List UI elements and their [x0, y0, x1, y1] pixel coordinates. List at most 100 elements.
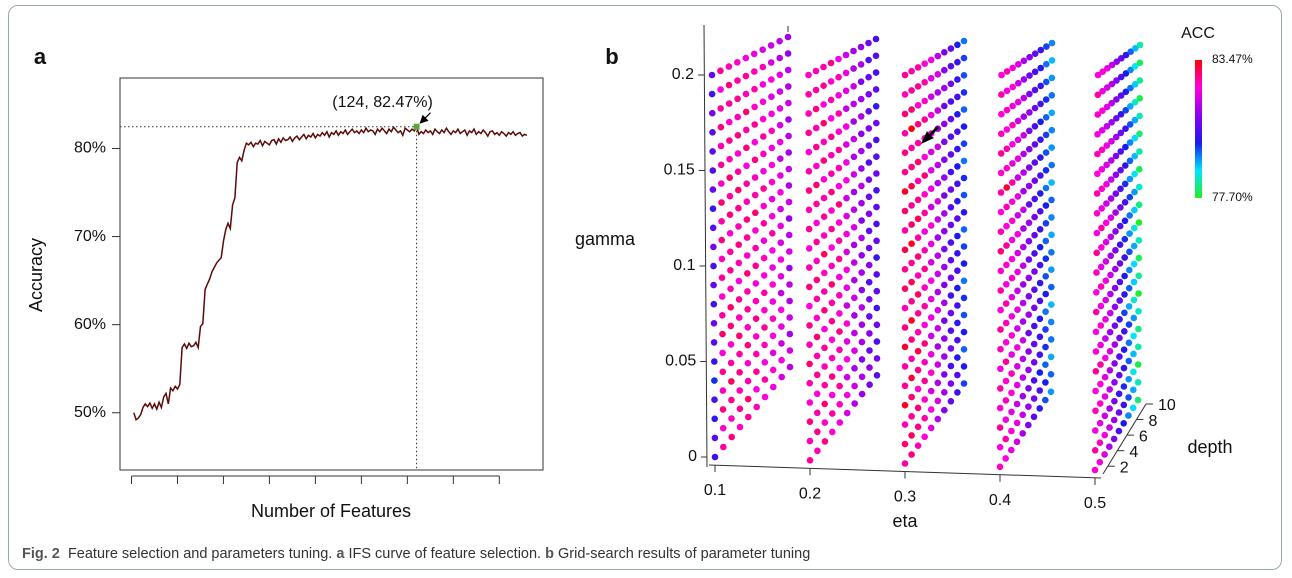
grid-point — [828, 354, 836, 362]
grid-point — [1126, 266, 1133, 274]
grid-point — [1036, 243, 1044, 251]
grid-point — [960, 380, 968, 387]
grid-point — [1130, 314, 1138, 322]
grid-point — [821, 438, 829, 445]
grid-point — [806, 437, 814, 445]
grid-point — [998, 71, 1005, 79]
grid-point — [743, 198, 751, 205]
grid-point — [954, 41, 961, 49]
grid-point — [769, 349, 777, 357]
grid-point — [1048, 283, 1055, 291]
grid-point — [851, 276, 858, 284]
grid-point — [1043, 78, 1050, 86]
grid-point — [735, 296, 743, 303]
grid-point — [1122, 143, 1129, 151]
grid-point — [1121, 199, 1129, 206]
grid-point — [785, 132, 792, 140]
grid-point — [1121, 328, 1128, 335]
grid-point — [927, 351, 935, 358]
grid-point — [941, 66, 948, 74]
grid-point — [743, 216, 751, 223]
grid-point — [947, 327, 955, 335]
grid-point — [927, 148, 935, 156]
caption-label: a — [336, 546, 345, 562]
grid-point — [711, 415, 718, 423]
grid-point — [1019, 430, 1026, 437]
grid-point — [850, 171, 858, 178]
grid-point — [736, 369, 743, 376]
grid-point — [835, 146, 843, 154]
grid-point — [857, 61, 865, 68]
grid-point — [954, 371, 961, 379]
grid-point — [1002, 358, 1010, 366]
grid-point — [813, 276, 821, 284]
grid-point — [1134, 361, 1142, 368]
z-tick-label: 4 — [1129, 444, 1138, 461]
grid-point — [776, 71, 784, 79]
grid-point — [1014, 193, 1022, 200]
grid-point — [908, 336, 915, 343]
grid-point — [785, 231, 793, 239]
grid-point — [1102, 296, 1109, 304]
grid-point — [1013, 438, 1021, 446]
grid-point — [851, 312, 858, 319]
grid-point — [1025, 237, 1033, 245]
grid-point — [858, 199, 865, 207]
grid-point — [820, 194, 828, 202]
grid-point — [711, 377, 718, 384]
grid-point — [1030, 395, 1038, 402]
grid-point — [1106, 367, 1114, 374]
grid-point — [858, 304, 866, 311]
grid-point — [814, 409, 821, 417]
grid-point — [805, 71, 812, 79]
grid-point — [709, 205, 717, 212]
grid-point — [1031, 195, 1038, 203]
grid-point — [1008, 332, 1016, 339]
grid-point — [710, 320, 718, 327]
grid-point — [806, 302, 813, 310]
grid-point — [1003, 145, 1011, 153]
grid-point — [954, 319, 961, 327]
grid-point — [865, 73, 872, 81]
grid-point — [1111, 397, 1118, 405]
grid-point — [1106, 405, 1113, 412]
grid-point — [1014, 212, 1022, 219]
grid-point — [711, 434, 719, 442]
grid-point — [857, 113, 865, 120]
grid-point — [1013, 400, 1021, 408]
grid-point — [914, 310, 922, 317]
grid-point — [843, 391, 851, 399]
grid-point — [805, 225, 813, 233]
grid-point — [921, 433, 928, 441]
grid-point — [1042, 96, 1050, 103]
grid-point — [1031, 159, 1039, 166]
caption-text: Feature selection and parameters tuning. — [67, 546, 333, 562]
grid-point — [777, 306, 785, 314]
grid-point — [1037, 46, 1045, 54]
grid-point — [842, 69, 850, 77]
grid-point — [921, 340, 928, 347]
grid-point — [954, 389, 961, 396]
grid-point — [914, 177, 922, 185]
grid-point — [719, 387, 727, 394]
grid-point — [727, 285, 734, 293]
grid-point — [914, 423, 922, 431]
grid-point — [760, 202, 767, 210]
grid-point — [835, 164, 843, 172]
grid-point — [777, 189, 784, 196]
grid-point — [805, 187, 813, 194]
grid-point — [1019, 411, 1026, 419]
grid-point — [934, 252, 942, 259]
grid-point — [820, 119, 827, 127]
grid-point — [744, 288, 751, 295]
grid-point — [1101, 431, 1108, 439]
grid-point — [1121, 272, 1128, 280]
grid-point — [806, 283, 813, 291]
y-tick-label: 0 — [688, 448, 697, 465]
grid-point — [1125, 394, 1132, 401]
grid-point — [786, 347, 794, 354]
grid-point — [778, 340, 785, 347]
grid-point — [1094, 111, 1101, 118]
grid-point — [768, 195, 776, 203]
grid-point — [858, 234, 865, 242]
